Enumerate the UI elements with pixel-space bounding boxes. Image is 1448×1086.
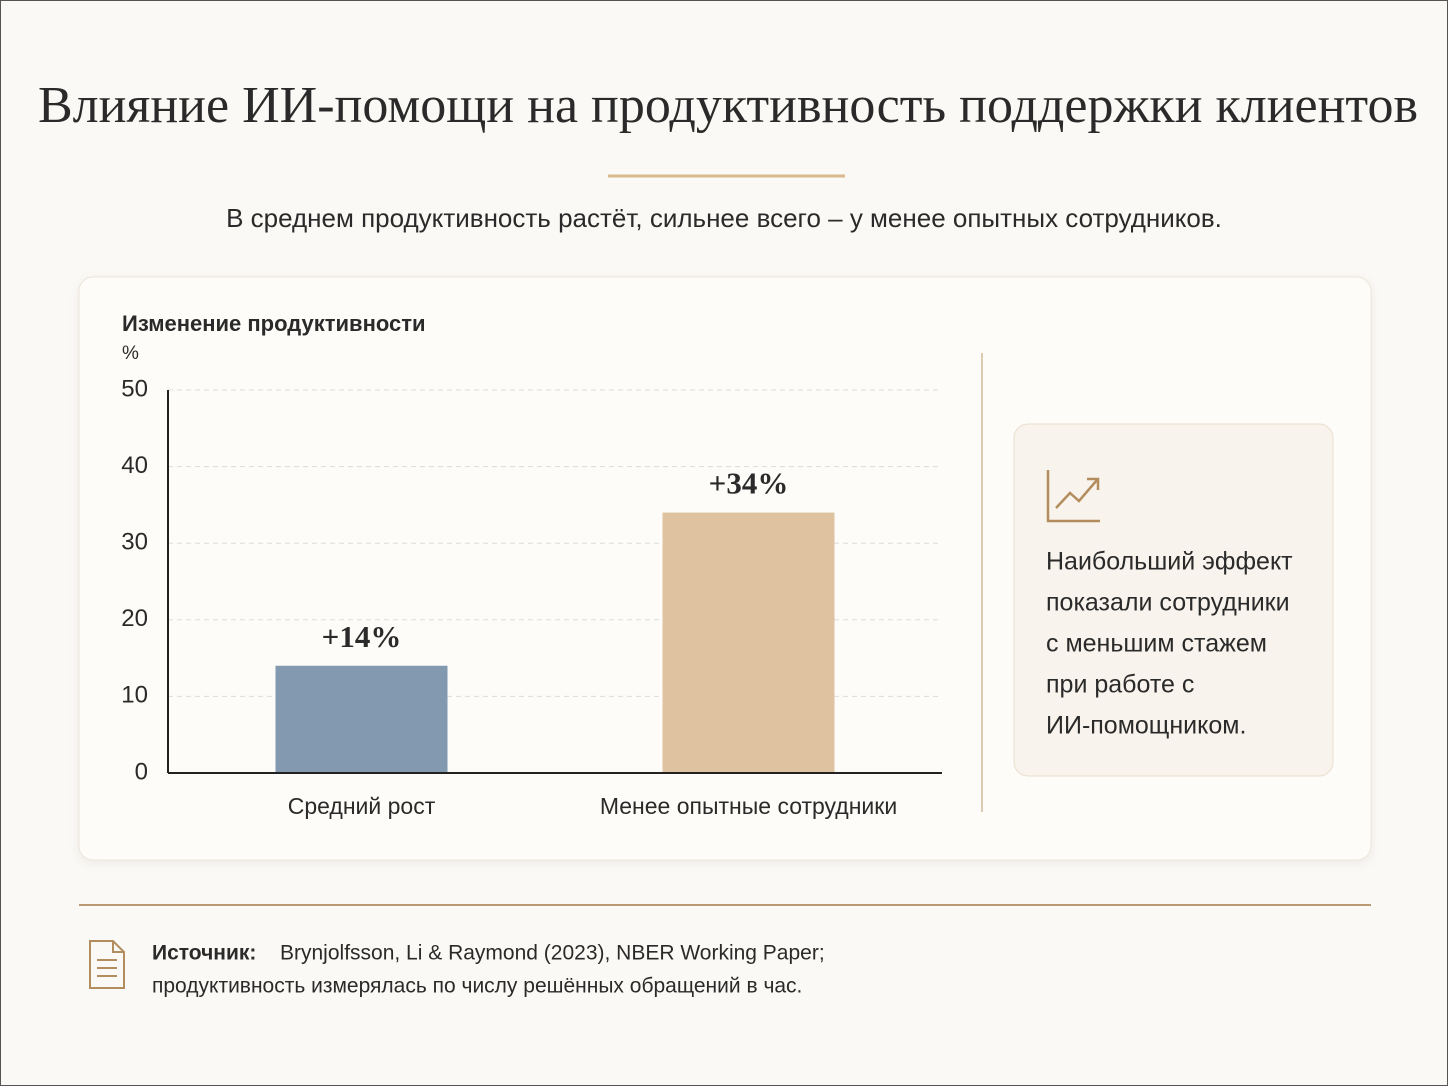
y-tick-label: 30 xyxy=(121,529,148,556)
y-tick-label: 50 xyxy=(121,375,148,402)
y-axis-unit: % xyxy=(122,343,139,364)
value-label: +14% xyxy=(322,619,402,654)
callout-box xyxy=(1013,423,1334,777)
y-tick-label: 0 xyxy=(135,758,148,785)
x-tick-label: Менее опытные сотрудники xyxy=(600,793,897,819)
title: Влияние ИИ-помощи на продуктивность подд… xyxy=(38,77,1418,134)
callout-line: при работе с xyxy=(1046,671,1194,699)
document-icon xyxy=(89,940,125,989)
y-axis-title: Изменение продуктивности xyxy=(122,311,426,336)
bar xyxy=(662,512,835,773)
callout-line: ИИ-помощником. xyxy=(1046,712,1246,740)
callout-line: показали сотрудники xyxy=(1046,589,1290,617)
callout-line: с меньшим стажем xyxy=(1046,630,1267,658)
y-tick-label: 40 xyxy=(121,452,148,479)
trend-icon xyxy=(1046,470,1100,523)
source-label: Источник: xyxy=(152,942,256,965)
value-label: +34% xyxy=(709,466,789,501)
x-tick-label: Средний рост xyxy=(288,793,436,819)
callout-text: Наибольший эффект показали сотрудники с ме… xyxy=(1046,548,1293,740)
source-line: Brynjolfsson, Li & Raymond (2023), NBER … xyxy=(280,942,825,965)
subtitle: В среднем продуктивность растёт, сильнее… xyxy=(226,203,1222,233)
source-line: продуктивность измерялась по числу решён… xyxy=(152,975,802,998)
callout-line: Наибольший эффект xyxy=(1046,548,1293,576)
y-tick-label: 10 xyxy=(121,682,148,709)
y-tick-label: 20 xyxy=(121,605,148,632)
bar xyxy=(275,665,448,773)
source-text: Brynjolfsson, Li & Raymond (2023), NBER … xyxy=(152,942,825,998)
